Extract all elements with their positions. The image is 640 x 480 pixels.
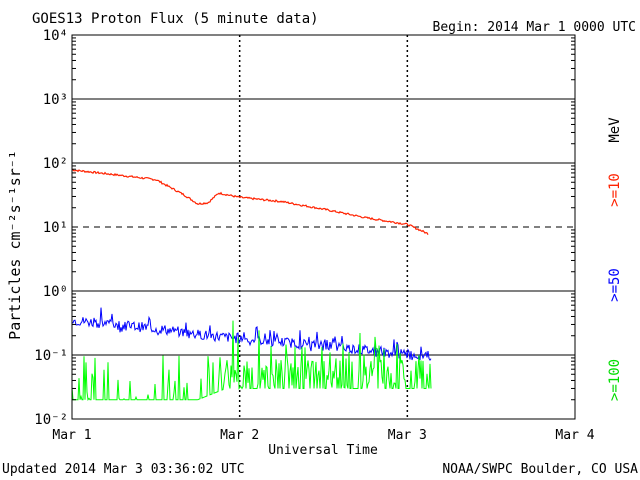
legend-ge10: >=10 — [607, 173, 623, 207]
series-line-ge50 — [71, 307, 432, 362]
series-line-ge100 — [71, 320, 432, 402]
chart-title: GOES13 Proton Flux (5 minute data) — [32, 11, 319, 27]
y-tick-label: 10⁰ — [43, 284, 68, 300]
legend-ge100: >=100 — [607, 359, 623, 401]
x-tick-label: Mar 4 — [555, 428, 594, 443]
credit-label: NOAA/SWPC Boulder, CO USA — [442, 462, 638, 477]
plot-frame — [71, 34, 576, 420]
begin-label: Begin: 2014 Mar 1 0000 UTC — [433, 20, 637, 35]
y-tick-label: 10² — [43, 156, 68, 172]
y-tick-label: 10¹ — [43, 220, 68, 236]
series-layer — [71, 169, 432, 402]
y-tick-label: 10⁴ — [43, 28, 68, 44]
x-axis-label: Universal Time — [268, 443, 378, 458]
y-tick-label: 10⁻¹ — [34, 348, 68, 364]
x-tick-label: Mar 3 — [388, 428, 427, 443]
updated-timestamp: Updated 2014 Mar 3 03:36:02 UTC — [2, 462, 245, 477]
y-axis-label: Particles cm⁻²s⁻¹sr⁻¹ — [6, 150, 24, 340]
x-tick-label: Mar 1 — [52, 428, 91, 443]
tick-layer: 10⁻² 10⁻¹ 10⁰ 10¹ 10² 10³ 10⁴ Mar 1 Mar 2 Mar 3 Ma… — [34, 28, 594, 443]
y-tick-label: 10⁻² — [34, 412, 68, 428]
legend-ge50: >=50 — [607, 268, 623, 302]
series-line-ge10 — [72, 169, 429, 235]
y-tick-label: 10³ — [43, 92, 68, 108]
x-tick-label: Mar 2 — [220, 428, 259, 443]
energy-unit-label: MeV — [607, 117, 623, 143]
